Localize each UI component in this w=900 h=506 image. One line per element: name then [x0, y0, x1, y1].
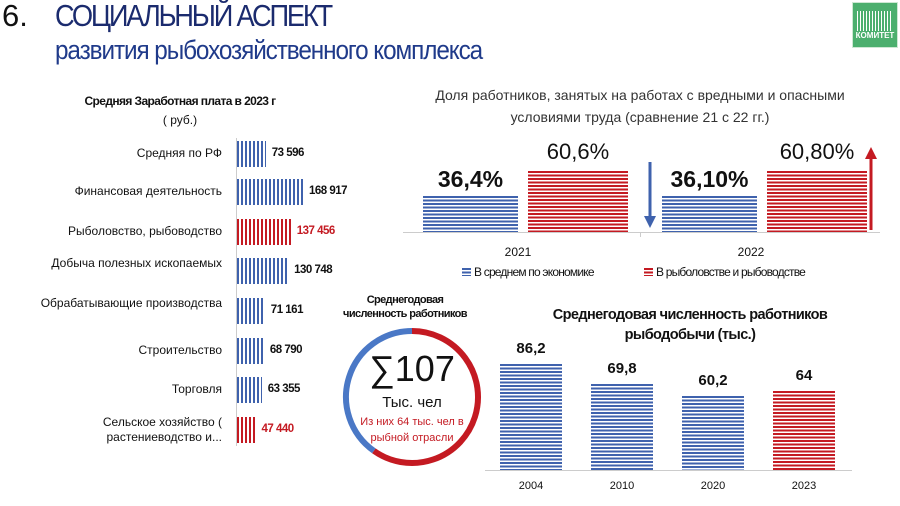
- hazard-chart-title: Доля работников, занятых на работах с вр…: [435, 87, 845, 125]
- workers-value-label: 69,8: [607, 360, 637, 378]
- slide-title: СОЦИАЛЬНЫЙ АСПЕКТ: [55, 0, 333, 33]
- hazard-value-label: 36,10%: [670, 165, 749, 192]
- legend-economy: В среднем по экономике: [462, 265, 595, 279]
- legend-swatch-blue: [462, 268, 471, 276]
- workers-bar: [591, 384, 653, 470]
- up-arrow-icon: [865, 147, 877, 230]
- down-arrow-icon: [644, 162, 656, 228]
- value-label: 73 596: [271, 147, 305, 159]
- workers-bar: [773, 391, 835, 470]
- year-label: 2023: [791, 480, 817, 492]
- workers-axis: [485, 470, 852, 471]
- fishing-workers-title: Среднегодовая численность работников рыб…: [552, 307, 828, 343]
- salary-bar: [237, 141, 266, 167]
- donut-fishing-arc: [372, 328, 481, 466]
- value-label: 63 355: [267, 383, 301, 395]
- fishing-note: Из них 64 тыс. чел в рыбной отрасли: [360, 416, 464, 444]
- workers-bar: [500, 363, 562, 470]
- workers-value-label: 60,2: [698, 371, 728, 389]
- value-label: 130 748: [294, 264, 333, 276]
- value-label: 47 440: [261, 423, 295, 435]
- legend-label: В рыболовстве и рыбоводстве: [656, 265, 806, 279]
- committee-logo: КОМИТЕТ: [852, 2, 898, 48]
- salary-bar: [237, 298, 265, 324]
- legend-fishing: В рыболовстве и рыбоводстве: [644, 265, 806, 279]
- legend-label: В среднем по экономике: [474, 265, 595, 279]
- axis-tick: [640, 232, 641, 237]
- donut-title: Среднегодовая численность работников: [343, 294, 468, 320]
- salary-chart-title: Средняя Заработная плата в 2023 г: [84, 94, 276, 108]
- category-label: Сельское хозяйство ( растениеводство и..…: [102, 415, 222, 444]
- value-label: 68 790: [269, 344, 303, 356]
- salary-chart-unit: ( руб.): [162, 113, 198, 127]
- workers-bar: [682, 395, 744, 470]
- salary-axis: [236, 138, 237, 446]
- hazard-value-label: 60,80%: [779, 139, 855, 165]
- year-label: 2022: [737, 245, 765, 259]
- hazard-bar: [528, 171, 628, 232]
- logo-text: КОМИТЕТ: [855, 31, 895, 40]
- category-label: Рыболовство, рыбоводство: [68, 224, 222, 238]
- category-label: Добыча полезных ископаемых: [51, 256, 222, 270]
- salary-bar: [237, 338, 264, 364]
- category-label: Финансовая деятельность: [74, 184, 222, 198]
- workers-donut: [343, 328, 481, 466]
- value-label: 71 161: [270, 304, 304, 316]
- hazard-axis: [403, 232, 880, 233]
- salary-bar: [237, 179, 303, 205]
- hazard-bar: [423, 195, 518, 232]
- value-label: 168 917: [309, 185, 348, 197]
- hazard-bar: [767, 171, 867, 232]
- workers-value-label: 64: [795, 367, 813, 385]
- salary-bar: [237, 219, 291, 245]
- hazard-value-label: 60,6%: [546, 139, 610, 165]
- workers-value-label: 86,2: [516, 339, 546, 357]
- legend-swatch-red: [644, 268, 653, 276]
- category-label: Обрабатывающие производства: [40, 296, 222, 310]
- donut-other-arc: [343, 328, 413, 454]
- hazard-value-label: 36,4%: [437, 165, 504, 192]
- value-label: 137 456: [296, 225, 336, 237]
- category-label: Строительство: [138, 343, 222, 357]
- year-label: 2010: [609, 480, 635, 492]
- year-label: 2020: [700, 480, 726, 492]
- total-unit: Тыс. чел: [382, 394, 442, 411]
- slide-subtitle: развития рыбохозяйственного комплекса: [55, 35, 483, 65]
- slide-number: 6.: [2, 0, 28, 33]
- category-label: Торговля: [171, 382, 222, 396]
- salary-bar: [237, 417, 256, 443]
- year-label: 2021: [504, 245, 532, 259]
- hazard-bar: [662, 195, 757, 232]
- salary-bar: [237, 377, 262, 403]
- category-label: Средняя по РФ: [136, 146, 222, 160]
- total-value: ∑107: [369, 348, 455, 389]
- year-label: 2004: [518, 480, 544, 492]
- salary-bar: [237, 258, 289, 284]
